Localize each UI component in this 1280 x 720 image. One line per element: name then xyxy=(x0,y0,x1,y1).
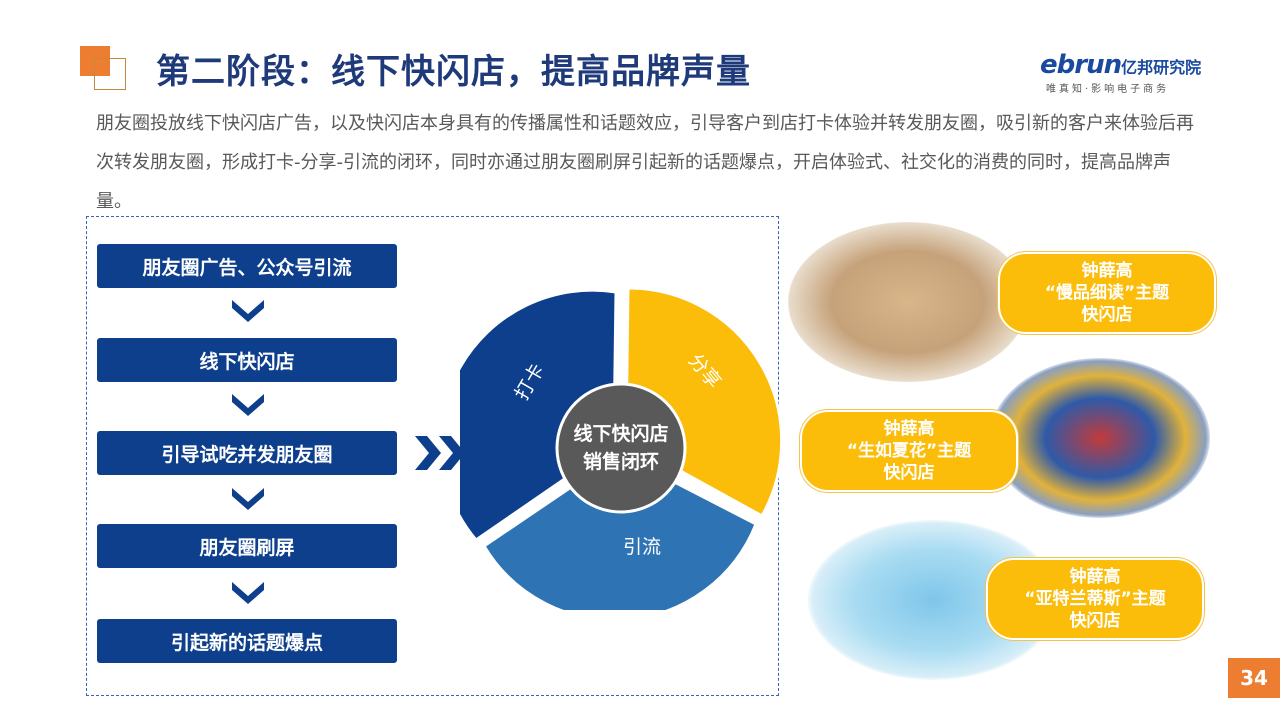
chevron-down-icon xyxy=(232,394,264,416)
center-circle xyxy=(555,382,687,514)
cycle-diagram: 线下快闪店 销售闭环 打卡 分享 引流 xyxy=(460,286,784,610)
step-1: 朋友圈广告、公众号引流 xyxy=(97,244,397,288)
step-4: 朋友圈刷屏 xyxy=(97,524,397,568)
photo-popup-store-1 xyxy=(788,222,1028,382)
segment-daka xyxy=(460,288,618,543)
callout-line: “生如夏花”主题 xyxy=(846,441,972,461)
page-title: 第二阶段：线下快闪店，提高品牌声量 xyxy=(156,52,751,92)
callout-line: 快闪店 xyxy=(1081,305,1133,325)
logo: ebrun亿邦研究院 唯真知·影响电子商务 xyxy=(1040,50,1201,95)
callout-1: 钟薛高 “慢品细读”主题 快闪店 xyxy=(998,252,1216,334)
center-label-1: 线下快闪店 xyxy=(573,422,668,445)
callout-line: 快闪店 xyxy=(1069,611,1121,631)
callout-line: 快闪店 xyxy=(883,463,935,483)
center-label-2: 销售闭环 xyxy=(583,450,659,473)
description: 朋友圈投放线下快闪店广告，以及快闪店本身具有的传播属性和话题效应，引导客户到店打… xyxy=(96,113,1194,212)
callout-line: 钟薛高 xyxy=(1081,261,1133,281)
callout-line: “慢品细读”主题 xyxy=(1044,283,1170,303)
logo-brand: ebrun xyxy=(1040,50,1122,80)
title-decoration-icon xyxy=(80,46,128,92)
callout-3: 钟薛高 “亚特兰蒂斯”主题 快闪店 xyxy=(986,558,1204,640)
chevron-down-icon xyxy=(232,300,264,322)
logo-tagline: 唯真知·影响电子商务 xyxy=(1046,84,1170,95)
chevron-down-icon xyxy=(232,488,264,510)
page-number: 34 xyxy=(1228,658,1280,698)
segment-label-yinliu: 引流 xyxy=(623,536,661,558)
callout-line: “亚特兰蒂斯”主题 xyxy=(1024,589,1166,609)
callout-2: 钟薛高 “生如夏花”主题 快闪店 xyxy=(800,410,1018,492)
segment-yinliu xyxy=(481,452,758,610)
chevron-down-icon xyxy=(232,582,264,604)
step-3: 引导试吃并发朋友圈 xyxy=(97,431,397,475)
step-5: 引起新的话题爆点 xyxy=(97,619,397,663)
photo-popup-store-2 xyxy=(990,358,1210,518)
callout-line: 钟薛高 xyxy=(883,419,935,439)
callout-line: 钟薛高 xyxy=(1069,567,1121,587)
logo-brand-cn: 亿邦研究院 xyxy=(1121,58,1202,77)
step-2: 线下快闪店 xyxy=(97,338,397,382)
